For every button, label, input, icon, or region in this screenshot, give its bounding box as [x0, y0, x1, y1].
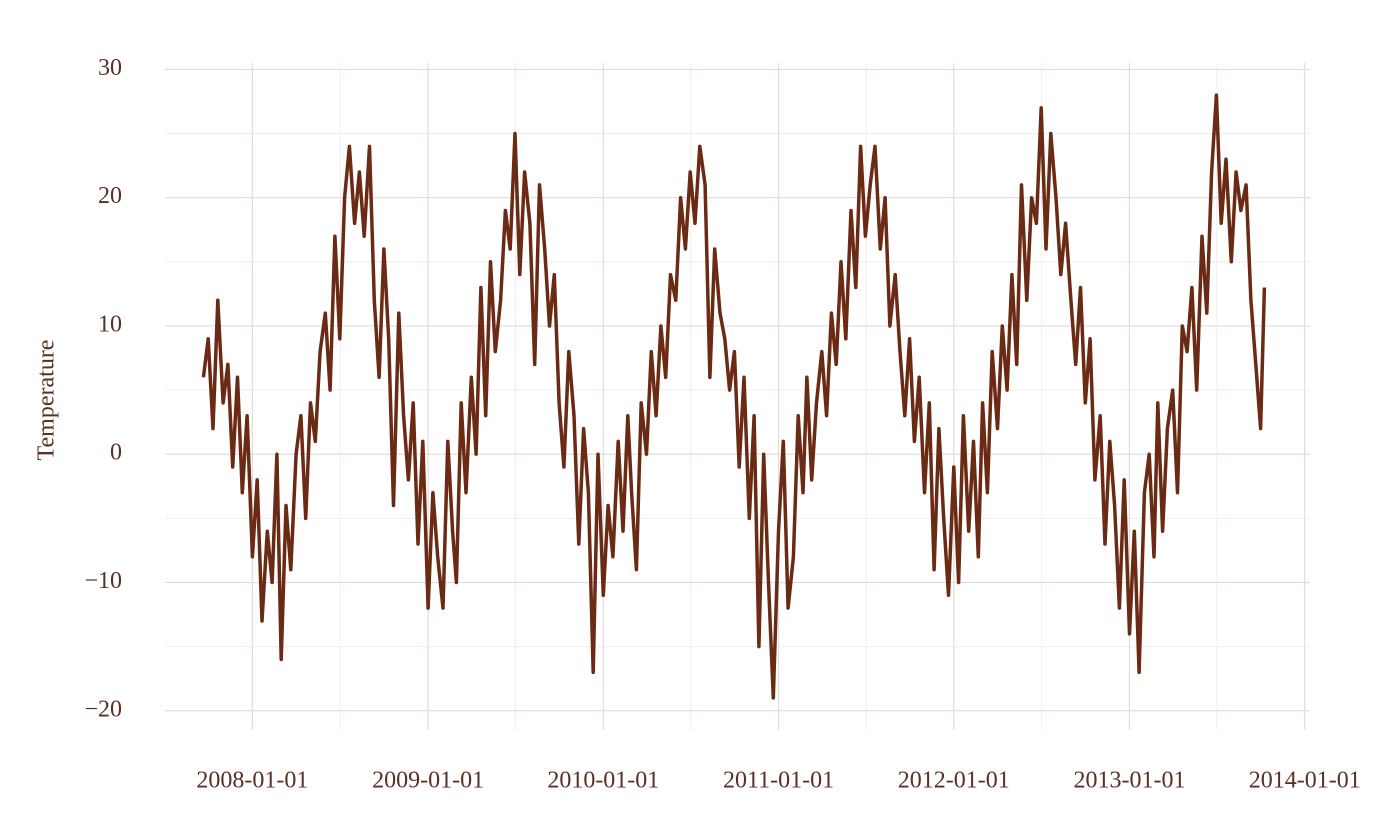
y-tick-label: 10: [98, 311, 122, 337]
data-line: [201, 93, 1267, 700]
y-tick-label: 0: [110, 440, 122, 466]
y-tick-label: −20: [84, 696, 122, 722]
y-tick-label: −10: [84, 568, 122, 594]
y-axis-label: Temperature: [34, 340, 60, 461]
y-tick-label: 20: [98, 183, 122, 209]
x-tick-label: 2013-01-01: [1073, 768, 1185, 794]
x-tick-label: 2010-01-01: [547, 768, 659, 794]
x-tick-label: 2011-01-01: [723, 768, 834, 794]
x-tick-label: 2008-01-01: [196, 768, 308, 794]
x-tick-label: 2009-01-01: [372, 768, 484, 794]
x-tick-label: 2014-01-01: [1249, 768, 1361, 794]
y-tick-label: 30: [98, 55, 122, 81]
x-tick-label: 2012-01-01: [898, 768, 1010, 794]
